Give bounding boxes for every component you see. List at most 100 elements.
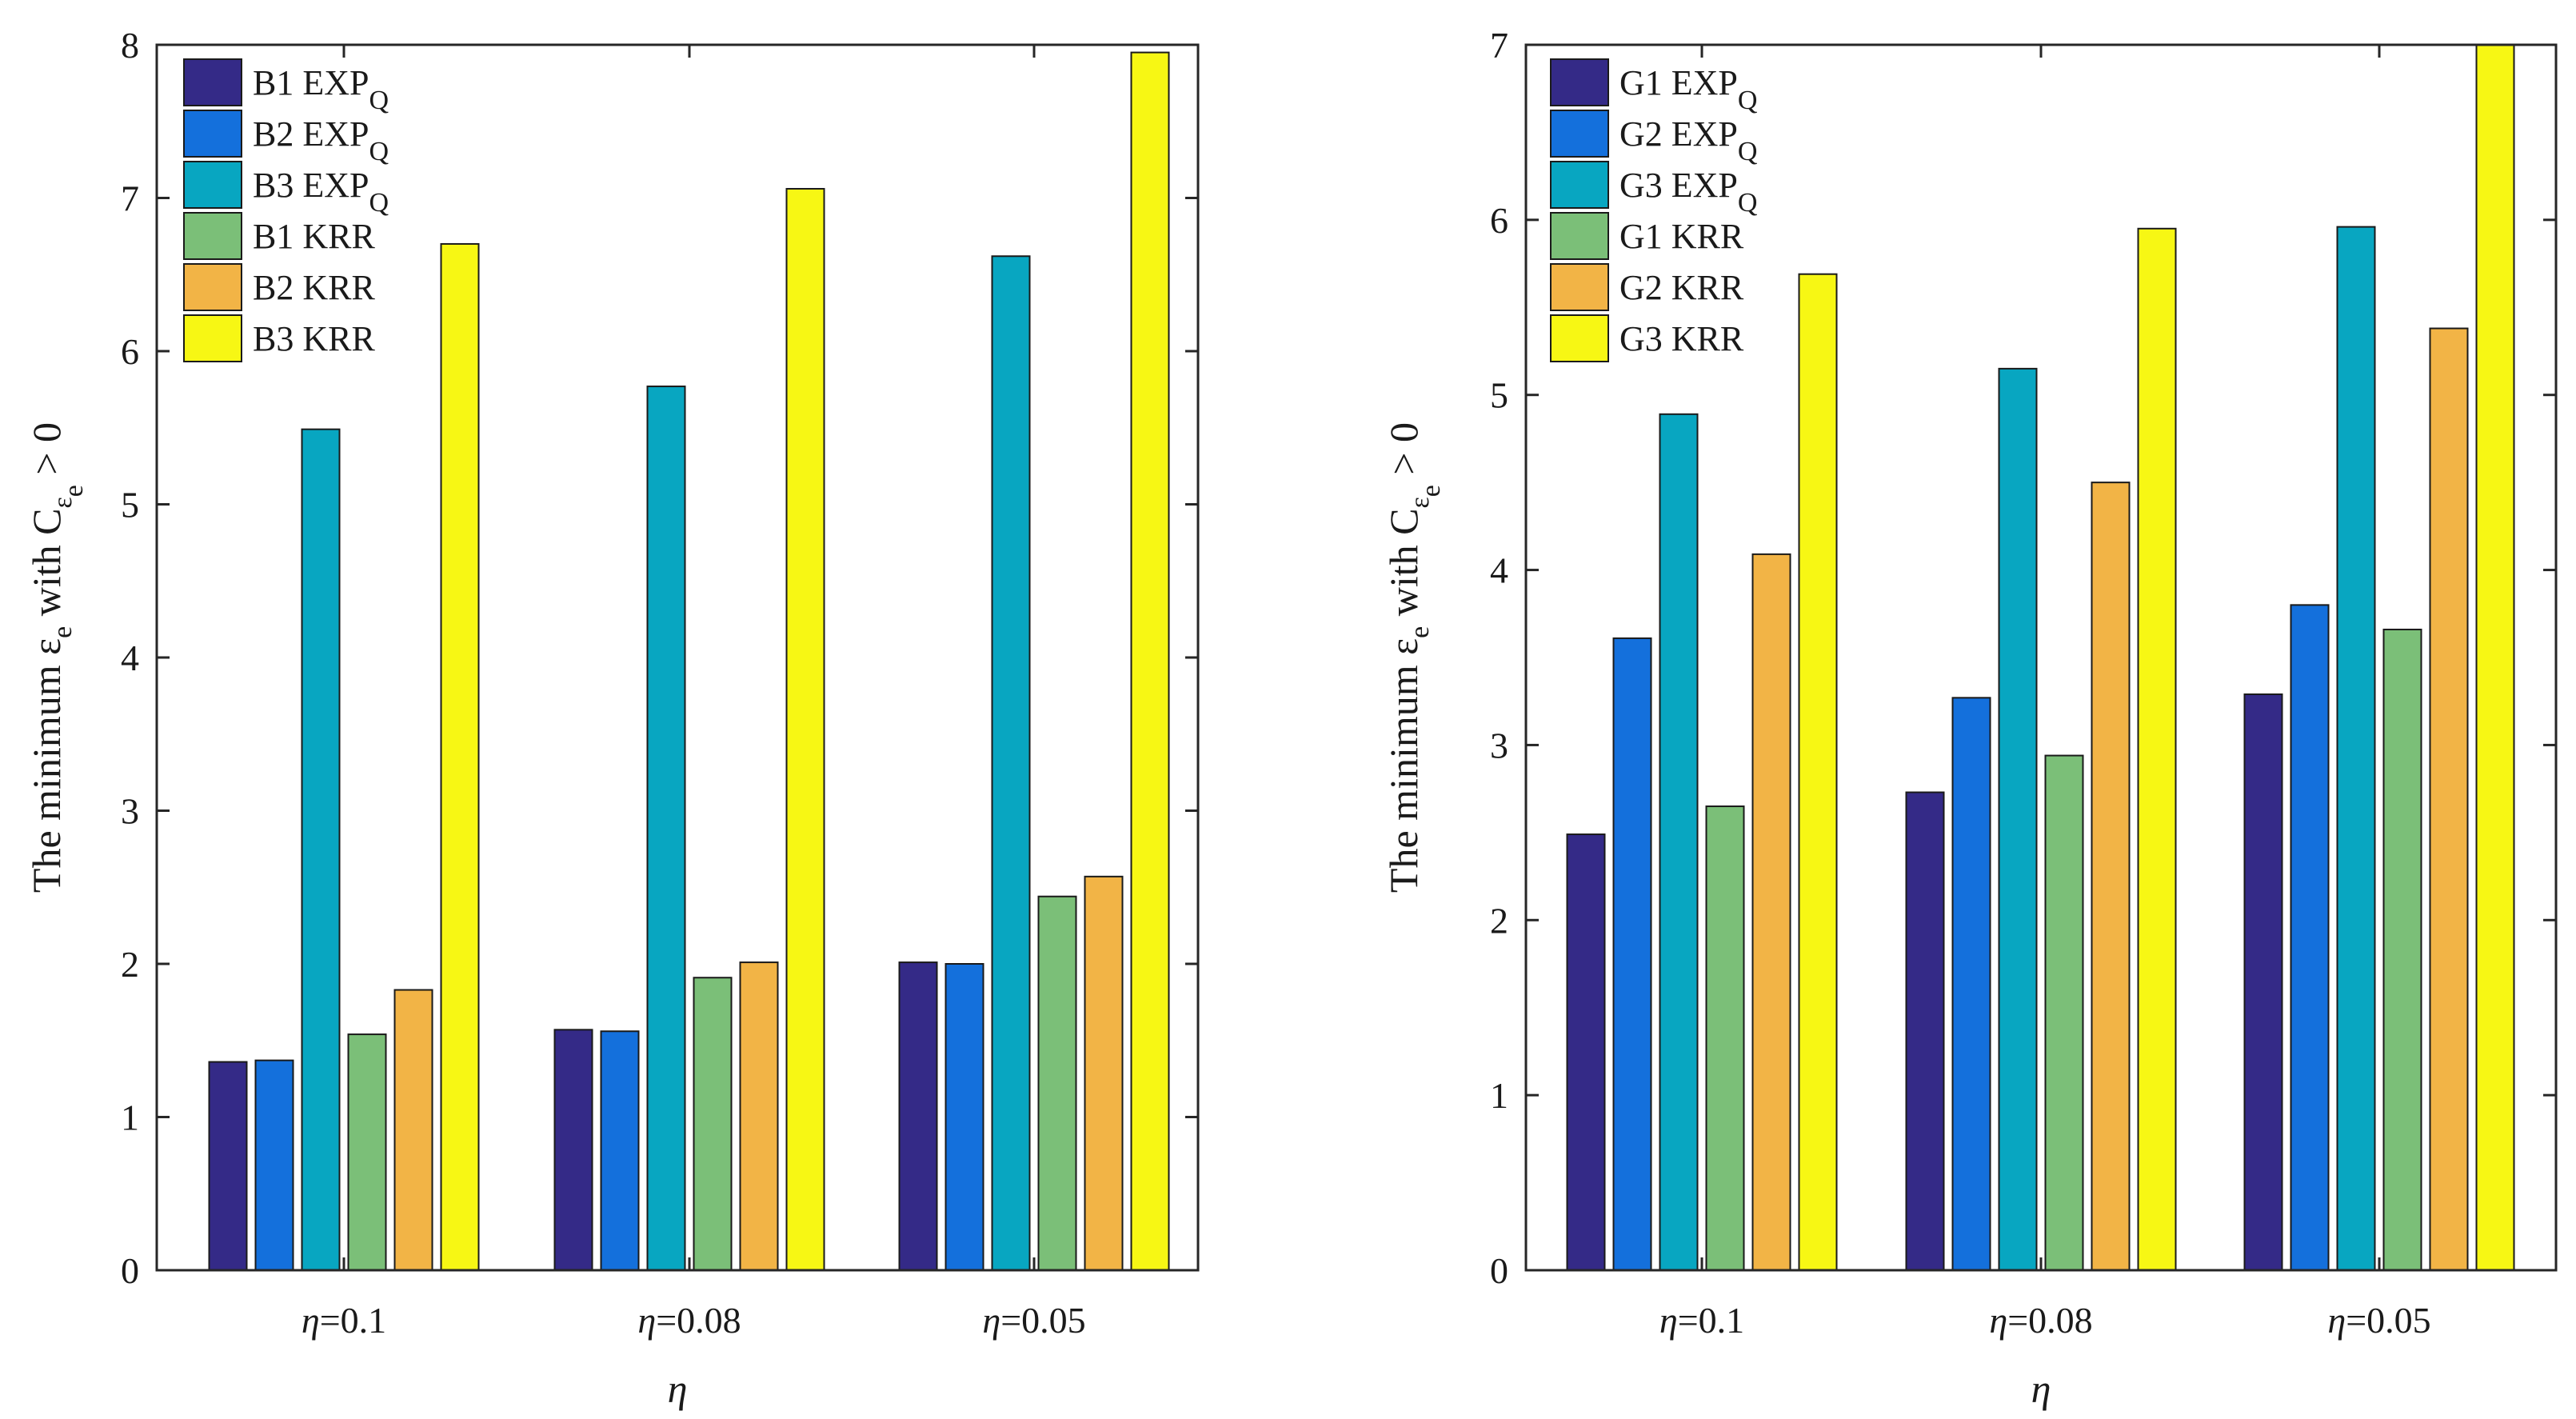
bar-g1-exp-3 — [2243, 693, 2283, 1271]
x-tick-label: η=0.1 — [1659, 1300, 1744, 1341]
legend-label-text: G2 EXP — [1619, 114, 1738, 154]
x-tick-label-value: =0.05 — [1000, 1300, 1085, 1341]
y-tick-label: 7 — [121, 178, 139, 219]
bar-g1-krr-2 — [2044, 754, 2084, 1271]
bar-b3-krr-1 — [440, 242, 480, 1272]
y-tick-label: 7 — [1490, 25, 1508, 66]
bar-g3-krr-1 — [1798, 273, 1838, 1271]
bar-b1-exp-3 — [898, 961, 938, 1271]
bar-b3-exp-3 — [991, 255, 1031, 1271]
x-tick-label-value: =0.05 — [2346, 1300, 2430, 1341]
bar-g2-krr-3 — [2429, 327, 2469, 1271]
legend-label-text: B3 KRR — [253, 319, 375, 358]
y-tick-label: 3 — [121, 791, 139, 832]
y-axis-label-main: The minimum ε — [1381, 638, 1426, 893]
y-axis-label: The minimum εe with Cεe > 0 — [24, 422, 89, 893]
bar-g2-exp-1 — [1612, 637, 1652, 1271]
x-tick-label: η=0.05 — [2327, 1300, 2430, 1341]
bar-b1-krr-3 — [1037, 895, 1077, 1271]
legend-label: B3 EXPQ — [253, 166, 389, 218]
y-axis-label-main: The minimum ε — [24, 638, 69, 893]
y-axis-label-subscript: ε — [48, 497, 78, 508]
bar-g3-exp-3 — [2336, 226, 2376, 1271]
y-axis-label-subsubscript: e — [59, 485, 89, 497]
legend-label-text: G3 EXP — [1619, 166, 1738, 205]
y-axis-label-subsubscript: e — [1416, 485, 1446, 497]
legend-label: B2 EXPQ — [253, 114, 389, 166]
y-axis-label-tail: > 0 — [24, 422, 69, 485]
bar-g1-exp-1 — [1566, 833, 1606, 1271]
x-tick-label-symbol: η — [1659, 1300, 1678, 1341]
y-tick-label: 5 — [1490, 375, 1508, 416]
legend-swatch — [1550, 263, 1609, 311]
legend-swatch — [183, 314, 242, 362]
y-tick-label: 0 — [121, 1250, 139, 1291]
bar-b1-krr-2 — [693, 977, 733, 1271]
legend-swatch — [1550, 212, 1609, 260]
legend-label: B2 KRR — [253, 268, 375, 307]
bar-b3-exp-1 — [301, 428, 341, 1271]
legend-label: G1 KRR — [1619, 217, 1744, 256]
x-tick-label-value: =0.08 — [2007, 1300, 2092, 1341]
y-tick-label: 2 — [1490, 900, 1508, 941]
x-axis-label: η — [2031, 1366, 2051, 1411]
x-tick-label-value: =0.1 — [320, 1300, 386, 1341]
y-tick-label: 3 — [1490, 725, 1508, 765]
legend-swatch — [183, 161, 242, 209]
y-axis-label-subscript: e — [48, 626, 78, 638]
bar-b2-exp-3 — [945, 963, 984, 1271]
legend-label-text: B2 KRR — [253, 268, 375, 307]
bar-b2-exp-2 — [600, 1030, 640, 1271]
legend-label-text: B1 EXP — [253, 63, 369, 102]
x-tick-label-symbol: η — [637, 1300, 656, 1341]
legend-swatch — [183, 212, 242, 260]
x-tick-label-symbol: η — [2327, 1300, 2346, 1341]
legend-swatch — [1550, 161, 1609, 209]
legend-label-subscript: Q — [1738, 86, 1758, 115]
x-tick-label: η=0.08 — [637, 1300, 741, 1341]
y-tick-label: 4 — [1490, 550, 1508, 591]
x-tick-label: η=0.08 — [1989, 1300, 2092, 1341]
bar-g1-krr-3 — [2382, 628, 2422, 1271]
y-axis-label-mid: with C — [24, 509, 69, 626]
legend-label-text: B1 KRR — [253, 217, 375, 256]
legend-swatch — [183, 58, 242, 106]
bar-b2-krr-3 — [1084, 875, 1124, 1271]
legend-swatch — [1550, 110, 1609, 158]
legend-label: G3 EXPQ — [1619, 166, 1757, 218]
legend-swatch — [183, 263, 242, 311]
y-tick-label: 2 — [121, 944, 139, 985]
bar-b1-krr-1 — [347, 1033, 387, 1271]
legend-swatch — [183, 110, 242, 158]
legend-label: G2 KRR — [1619, 268, 1744, 307]
bar-g2-krr-1 — [1751, 553, 1791, 1271]
y-tick-label: 6 — [121, 331, 139, 372]
bar-g2-exp-2 — [1951, 697, 1991, 1271]
x-tick-label-symbol: η — [302, 1300, 320, 1341]
legend-label: G1 EXPQ — [1619, 63, 1757, 115]
y-tick-label: 0 — [1490, 1250, 1508, 1291]
legend-label-text: G1 KRR — [1619, 217, 1744, 256]
y-axis-label-tail: > 0 — [1381, 422, 1426, 485]
bar-b2-krr-1 — [393, 989, 433, 1272]
legend-label: B1 KRR — [253, 217, 375, 256]
bar-b3-krr-2 — [785, 188, 825, 1271]
legend-label-text: G1 EXP — [1619, 63, 1738, 102]
legend-label-text: B2 EXP — [253, 114, 369, 154]
bar-b3-krr-3 — [1130, 51, 1170, 1272]
x-tick-label: η=0.1 — [302, 1300, 386, 1341]
bar-b3-exp-2 — [646, 386, 686, 1271]
x-tick-label-symbol: η — [1989, 1300, 2007, 1341]
y-axis-label: The minimum εe with Cεe > 0 — [1381, 422, 1446, 893]
legend-swatch — [1550, 314, 1609, 362]
legend-label-subscript: Q — [369, 188, 389, 218]
bar-b2-exp-1 — [254, 1059, 294, 1272]
legend-label-subscript: Q — [369, 137, 389, 166]
bar-b1-exp-1 — [208, 1061, 248, 1272]
legend-label-subscript: Q — [1738, 137, 1758, 166]
y-tick-label: 4 — [121, 638, 139, 678]
